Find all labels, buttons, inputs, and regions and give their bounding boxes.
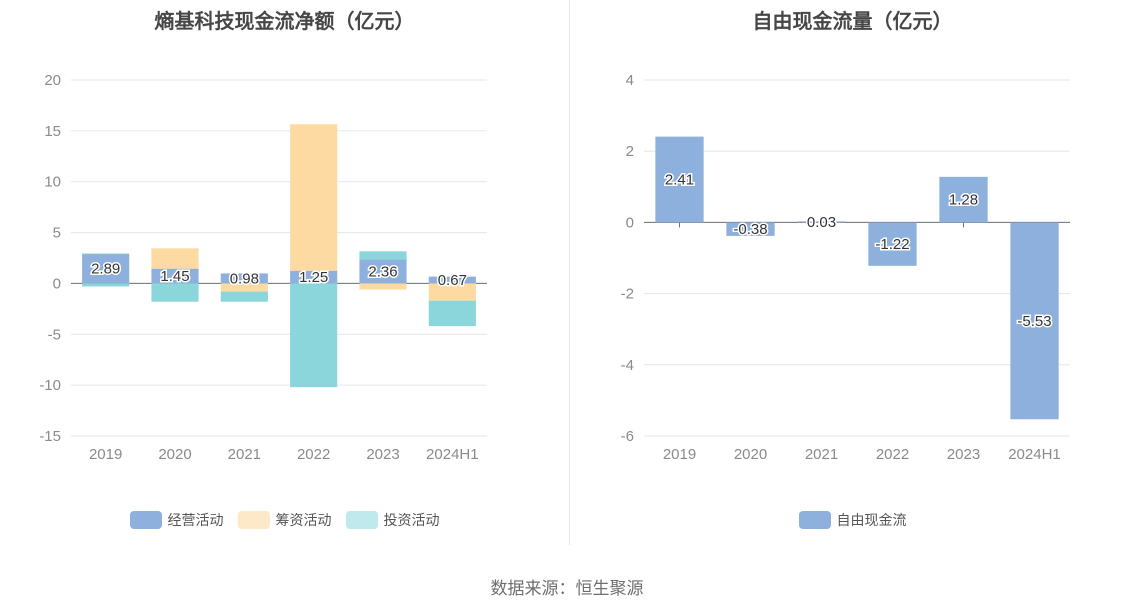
x-tick-label: 2021 [805,446,838,463]
y-tick-label: -10 [39,377,61,394]
legend-label-financing: 筹资活动 [275,512,332,528]
bar-operating-2022 [290,270,338,284]
bar-operating-2020 [151,268,199,284]
x-tick-label: 2020 [158,446,191,463]
y-tick-label: 0 [53,275,61,292]
bar-investing-2019 [82,283,130,287]
bar-investing-2023 [359,251,407,260]
bar-operating-2019 [82,254,130,284]
bar-free-cash-flow-2021 [797,221,846,223]
bar-free-cash-flow-2020 [726,222,775,236]
x-tick-label: 2022 [297,446,330,463]
right-chart-title: 自由现金流量（亿元） [752,11,953,33]
bar-financing-2021 [220,283,268,292]
left-chart-legend: 经营活动 筹资活动 投资活动 [0,510,569,530]
x-tick-label: 2020 [734,446,767,463]
data-label: 2.36 [368,263,397,280]
legend-swatch-financing [237,511,270,529]
bar-free-cash-flow-2023 [939,176,988,223]
legend-item-investing[interactable]: 投资活动 [345,510,440,530]
right-chart-legend: 自由现金流 [571,510,1134,530]
x-tick-label: 2021 [228,446,261,463]
legend-label-operating: 经营活动 [167,512,224,528]
x-tick-label: 2023 [947,446,980,463]
legend-swatch-free-cash-flow [798,511,831,529]
data-label: 0.67 [438,272,467,289]
bar-free-cash-flow-2024H1 [1010,222,1059,420]
data-label: -5.53 [1017,313,1051,330]
bar-operating-2023 [359,259,407,284]
bar-financing-2024H1 [428,283,476,301]
left-chart-plot: 20 15 10 5 0 -5 -10 -15 2019 2.89 2020 1.45 2021 0.98… [39,72,487,463]
y-tick-label: -4 [621,357,634,374]
y-tick-label: 10 [44,174,61,191]
x-tick-label: 2019 [663,446,696,463]
bar-free-cash-flow-2022 [868,222,917,266]
data-label: -1.22 [875,236,909,253]
data-label: 2.41 [665,172,694,189]
right-chart-plot: 4 2 0 -2 -4 -6 2019 2.41 2020 -0.38 2021 0.03 2022 -1… [621,72,1070,463]
y-tick-label: 2 [626,143,634,160]
y-tick-label: 5 [53,225,61,242]
legend-item-free-cash-flow[interactable]: 自由现金流 [798,510,907,530]
right-chart-panel: 自由现金流量（亿元） 4 2 0 -2 -4 -6 2019 2.41 2020 -0.38 202… [571,0,1134,545]
bar-financing-2022 [290,124,338,271]
data-label: 0.98 [230,270,259,287]
data-source-note: 数据来源：恒生聚源 [490,579,644,598]
legend-item-operating[interactable]: 经营活动 [129,510,224,530]
y-tick-label: 4 [626,72,634,89]
x-tick-label: 2024H1 [426,446,479,463]
legend-label-free-cash-flow: 自由现金流 [836,512,907,528]
y-tick-label: -2 [621,286,634,303]
left-chart-panel: 熵基科技现金流净额（亿元） 20 15 10 5 0 -5 -10 -15 2019 2.89 20… [0,0,569,545]
bar-financing-2020 [151,248,199,269]
legend-swatch-operating [129,511,162,529]
data-label: 1.28 [949,192,978,209]
bar-financing-2019 [82,253,130,255]
y-tick-label: 20 [44,72,61,89]
y-tick-label: -6 [621,428,634,445]
legend-item-financing[interactable]: 筹资活动 [237,510,332,530]
bar-free-cash-flow-2019 [655,136,704,223]
legend-swatch-investing [345,511,378,529]
panel-divider [569,0,570,545]
y-tick-label: 0 [626,214,634,231]
bar-investing-2021 [220,291,268,302]
bar-investing-2020 [151,283,199,302]
bar-operating-2024H1 [428,276,476,284]
bar-investing-2024H1 [428,300,476,327]
legend-label-investing: 投资活动 [383,512,440,528]
y-tick-label: -5 [48,326,61,343]
data-label: 1.45 [160,268,189,285]
bar-financing-2023 [359,283,407,290]
x-tick-label: 2022 [876,446,909,463]
bar-operating-2021 [220,273,268,284]
left-chart-title: 熵基科技现金流净额（亿元） [154,11,415,33]
y-tick-label: -15 [39,428,61,445]
y-tick-label: 15 [44,123,61,140]
data-label: -0.38 [733,221,767,238]
x-tick-label: 2023 [366,446,399,463]
data-label: 0.03 [807,214,836,231]
x-tick-label: 2019 [89,446,122,463]
data-label: 1.25 [299,269,328,286]
x-tick-label: 2024H1 [1008,446,1061,463]
bar-investing-2022 [290,283,338,388]
data-label: 2.89 [91,261,120,278]
